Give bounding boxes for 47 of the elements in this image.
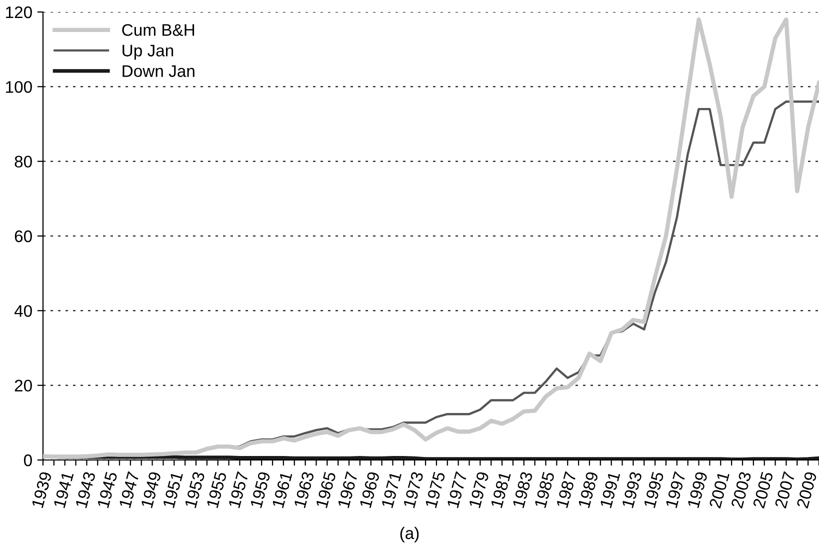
x-tick-label: 1977 xyxy=(446,471,468,508)
y-tick-label: 100 xyxy=(6,81,32,93)
x-tick-label: 1979 xyxy=(468,471,490,508)
x-tick-label: 1987 xyxy=(556,471,577,508)
x-tick-label: 2007 xyxy=(774,471,796,509)
x-tick-label: 1961 xyxy=(272,471,292,508)
x-tick-label: 1995 xyxy=(644,471,664,508)
text: (a) xyxy=(400,526,419,542)
y-tick-label: 40 xyxy=(14,305,32,317)
legend-label: Up Jan xyxy=(122,44,174,60)
x-tick-label: 1975 xyxy=(424,471,446,508)
x-tick-label: 1983 xyxy=(512,471,533,508)
y-tick-label: 60 xyxy=(14,230,32,242)
x-tick-label: 1955 xyxy=(206,471,227,508)
x-tick-label: 1991 xyxy=(600,471,620,508)
x-tick-label: 1939 xyxy=(31,471,52,508)
x-tick-label: 2003 xyxy=(730,471,752,509)
x-tick-label: 1951 xyxy=(162,471,184,508)
x-tick-label: 1985 xyxy=(534,471,555,508)
x-tick-label: 1997 xyxy=(665,471,686,508)
legend-label: Cum B&H xyxy=(122,24,194,36)
x-tick-label: 1949 xyxy=(140,471,162,508)
y-tick-label: 120 xyxy=(6,6,32,18)
x-tick-label: 2005 xyxy=(752,471,774,509)
x-tick-label: 1969 xyxy=(359,471,380,508)
x-tick-label: 1965 xyxy=(316,471,336,508)
x-tick-label: 1971 xyxy=(381,471,402,508)
x-tick-label: 1945 xyxy=(97,471,118,508)
x-tick-label: 1981 xyxy=(490,471,511,508)
x-tick-label: 1947 xyxy=(118,471,140,508)
x-tick-label: 1957 xyxy=(228,471,249,508)
legend-label: Down Jan xyxy=(122,65,194,77)
x-tick-label: 1973 xyxy=(403,471,424,508)
y-tick-label: 20 xyxy=(14,380,32,392)
x-tick-label: 1943 xyxy=(75,471,96,508)
x-tick-label: 2009 xyxy=(796,471,817,509)
y-tick-label: 80 xyxy=(14,156,32,168)
y-tick-label: 0 xyxy=(24,454,32,466)
x-tick-label: 1953 xyxy=(184,471,205,508)
x-tick-label: 1967 xyxy=(337,471,358,508)
x-tick-label: 2001 xyxy=(708,471,730,509)
x-tick-label: 1941 xyxy=(53,471,74,508)
x-tick-label: 1999 xyxy=(687,471,708,508)
x-tick-label: 1963 xyxy=(294,471,314,508)
x-tick-label: 1959 xyxy=(250,471,271,508)
x-tick-label: 1993 xyxy=(622,471,642,508)
x-tick-label: 1989 xyxy=(578,471,598,508)
